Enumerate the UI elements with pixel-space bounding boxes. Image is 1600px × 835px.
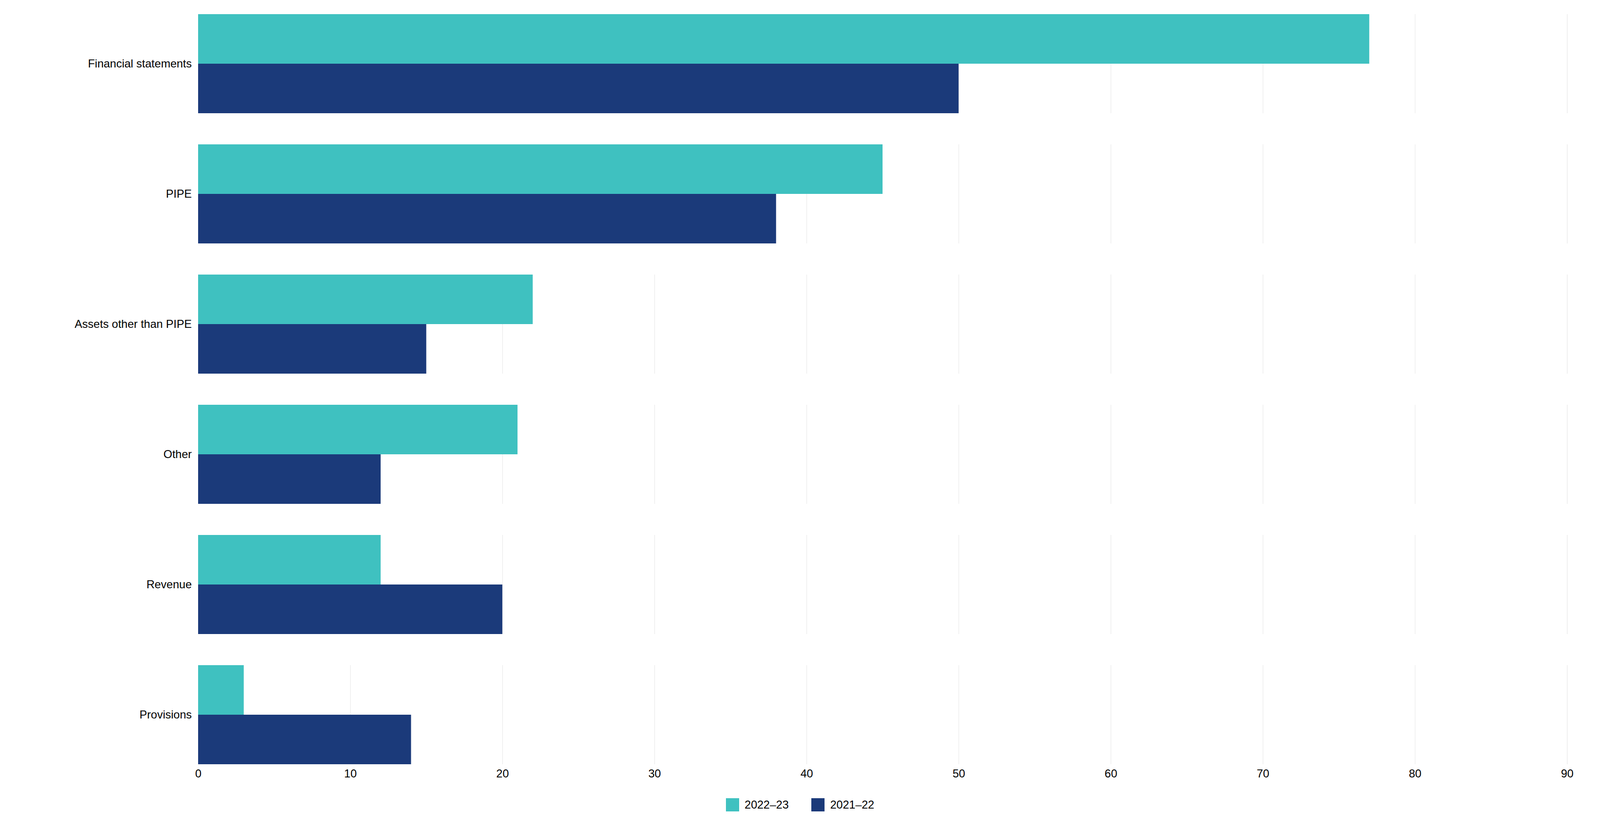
html-text:2021–22: 2021–22 bbox=[830, 798, 875, 811]
svg-text:Assets other than PIPE: Assets other than PIPE bbox=[74, 317, 192, 331]
svg-text:50: 50 bbox=[952, 766, 966, 780]
svg-text:20: 20 bbox=[496, 766, 509, 780]
svg-text:Revenue: Revenue bbox=[146, 577, 192, 591]
svg-text:60: 60 bbox=[1104, 766, 1118, 780]
svg-text:80: 80 bbox=[1408, 766, 1422, 780]
svg-text:Provisions: Provisions bbox=[139, 708, 192, 721]
svg-text:90: 90 bbox=[1560, 766, 1574, 780]
svg-text:Other: Other bbox=[163, 447, 192, 461]
svg-text:30: 30 bbox=[648, 766, 661, 780]
svg-text:70: 70 bbox=[1256, 766, 1270, 780]
svg-text:40: 40 bbox=[800, 766, 814, 780]
svg-text:PIPE: PIPE bbox=[166, 187, 192, 200]
svg-text:0: 0 bbox=[195, 766, 202, 780]
svg-text:10: 10 bbox=[344, 766, 358, 780]
svg-text:Financial statements: Financial statements bbox=[87, 57, 192, 70]
html-text:2022–23: 2022–23 bbox=[744, 798, 789, 811]
